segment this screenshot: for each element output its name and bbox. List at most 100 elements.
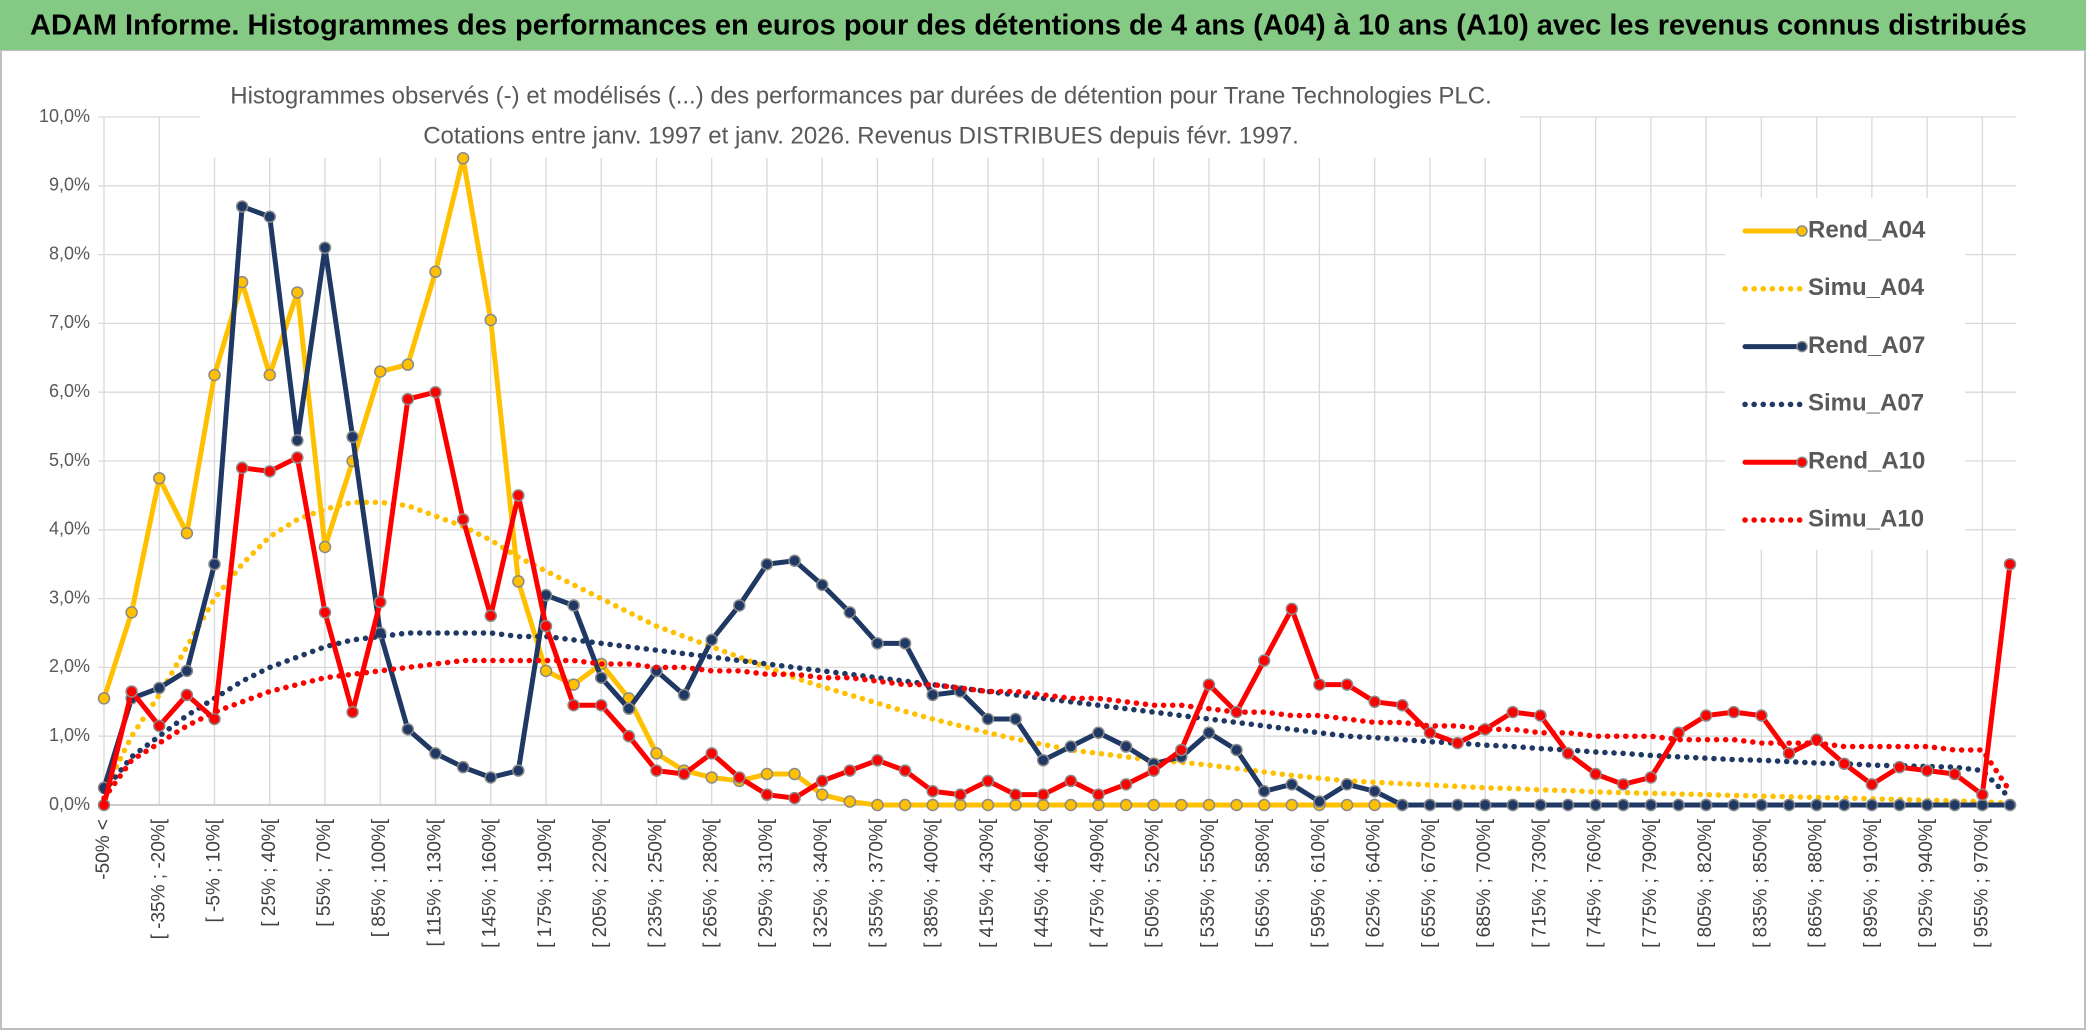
data-point <box>705 771 718 784</box>
data-point <box>1699 709 1713 722</box>
data-point <box>1036 788 1050 801</box>
data-point <box>180 688 194 702</box>
x-tick-label: [ 925% ; 940%[ <box>1916 818 1937 948</box>
data-point <box>1920 798 1934 812</box>
data-point <box>1119 778 1133 791</box>
legend-marker <box>1796 340 1808 353</box>
data-point <box>539 664 553 678</box>
data-point <box>1396 698 1409 712</box>
x-tick-label: [ 145% ; 160%[ <box>480 818 501 948</box>
data-point <box>235 200 249 213</box>
model-line <box>101 657 2013 801</box>
x-tick-label: [ 475% ; 490%[ <box>1087 818 1108 948</box>
x-tick-label: [ 445% ; 460%[ <box>1032 818 1053 948</box>
data-point <box>1340 798 1354 812</box>
data-point <box>871 637 884 650</box>
data-point <box>1782 798 1796 812</box>
data-point <box>1064 740 1078 753</box>
legend-label: Rend_A07 <box>1808 332 1925 359</box>
data-point <box>512 764 525 777</box>
data-point <box>1202 678 1216 691</box>
x-tick-label: [ 325% ; 340%[ <box>811 818 832 948</box>
header-bar <box>0 0 2086 50</box>
data-point <box>871 754 884 767</box>
data-point <box>1782 747 1796 760</box>
data-point <box>1230 798 1243 812</box>
data-point <box>1202 726 1216 740</box>
data-point <box>1285 602 1299 616</box>
observed-line <box>101 203 2013 808</box>
x-tick-label: [ 565% ; 580%[ <box>1253 818 1274 948</box>
data-point <box>1699 798 1713 812</box>
data-point <box>843 606 857 619</box>
x-tick-label: [ 295% ; 310%[ <box>756 818 777 948</box>
data-point <box>1561 798 1575 812</box>
data-point <box>705 633 718 647</box>
data-point <box>1064 798 1078 812</box>
data-point <box>291 286 304 299</box>
data-point <box>1672 798 1685 812</box>
data-point <box>1644 771 1658 784</box>
data-point <box>180 526 194 540</box>
data-point <box>1368 784 1381 798</box>
data-point <box>1092 798 1105 812</box>
data-point <box>512 489 525 502</box>
data-point <box>208 368 221 382</box>
data-point <box>1478 798 1492 812</box>
data-point <box>1285 798 1299 812</box>
x-tick-label: [ 235% ; 250%[ <box>645 818 666 948</box>
data-point <box>1561 747 1575 760</box>
data-point <box>567 698 580 712</box>
data-point <box>1257 784 1271 798</box>
data-point <box>954 788 967 801</box>
legend-marker <box>1796 225 1808 237</box>
data-point <box>1036 798 1050 812</box>
data-point <box>263 210 276 224</box>
data-point <box>512 575 525 588</box>
data-point <box>318 540 332 554</box>
data-point <box>1230 743 1243 757</box>
data-point <box>1893 760 1906 774</box>
data-point <box>1396 798 1409 812</box>
model-line <box>101 499 2013 807</box>
x-tick-label: [ 85% ; 100%[ <box>369 818 390 937</box>
data-point <box>1147 764 1160 777</box>
data-point <box>926 798 939 812</box>
data-point <box>1009 712 1022 726</box>
data-point <box>2003 557 2017 571</box>
model-line <box>101 630 2013 801</box>
data-point <box>1865 798 1879 812</box>
data-point <box>1340 678 1354 691</box>
y-tick-label: 0,0% <box>49 794 90 814</box>
x-tick-label: [ 205% ; 220%[ <box>590 818 611 948</box>
data-point <box>318 241 332 254</box>
x-tick-label: [ 385% ; 400%[ <box>922 818 943 948</box>
data-point <box>760 767 774 781</box>
data-point <box>484 609 497 623</box>
data-point <box>1451 798 1464 812</box>
data-point <box>1755 798 1768 812</box>
data-point <box>1589 767 1602 781</box>
data-point <box>1119 740 1133 753</box>
data-point <box>456 152 470 165</box>
data-point <box>429 385 442 399</box>
x-tick-label: [ 415% ; 430%[ <box>977 818 998 948</box>
plot <box>97 152 2017 812</box>
observed-line <box>101 389 2013 808</box>
y-tick-label: 1,0% <box>49 725 90 745</box>
data-point <box>1865 778 1879 791</box>
data-point <box>1423 798 1437 812</box>
y-tick-label: 6,0% <box>49 381 90 401</box>
data-point <box>318 606 332 619</box>
data-point <box>1838 757 1851 770</box>
data-point <box>97 692 111 705</box>
legend-label: Rend_A10 <box>1808 448 1925 475</box>
data-point <box>1589 798 1602 812</box>
legend-box <box>1725 198 1965 550</box>
y-tick-label: 2,0% <box>49 656 90 676</box>
x-tick-label: [ 745% ; 760%[ <box>1585 818 1606 948</box>
data-point <box>263 465 276 478</box>
data-point <box>567 599 580 612</box>
title-background <box>200 76 1520 158</box>
